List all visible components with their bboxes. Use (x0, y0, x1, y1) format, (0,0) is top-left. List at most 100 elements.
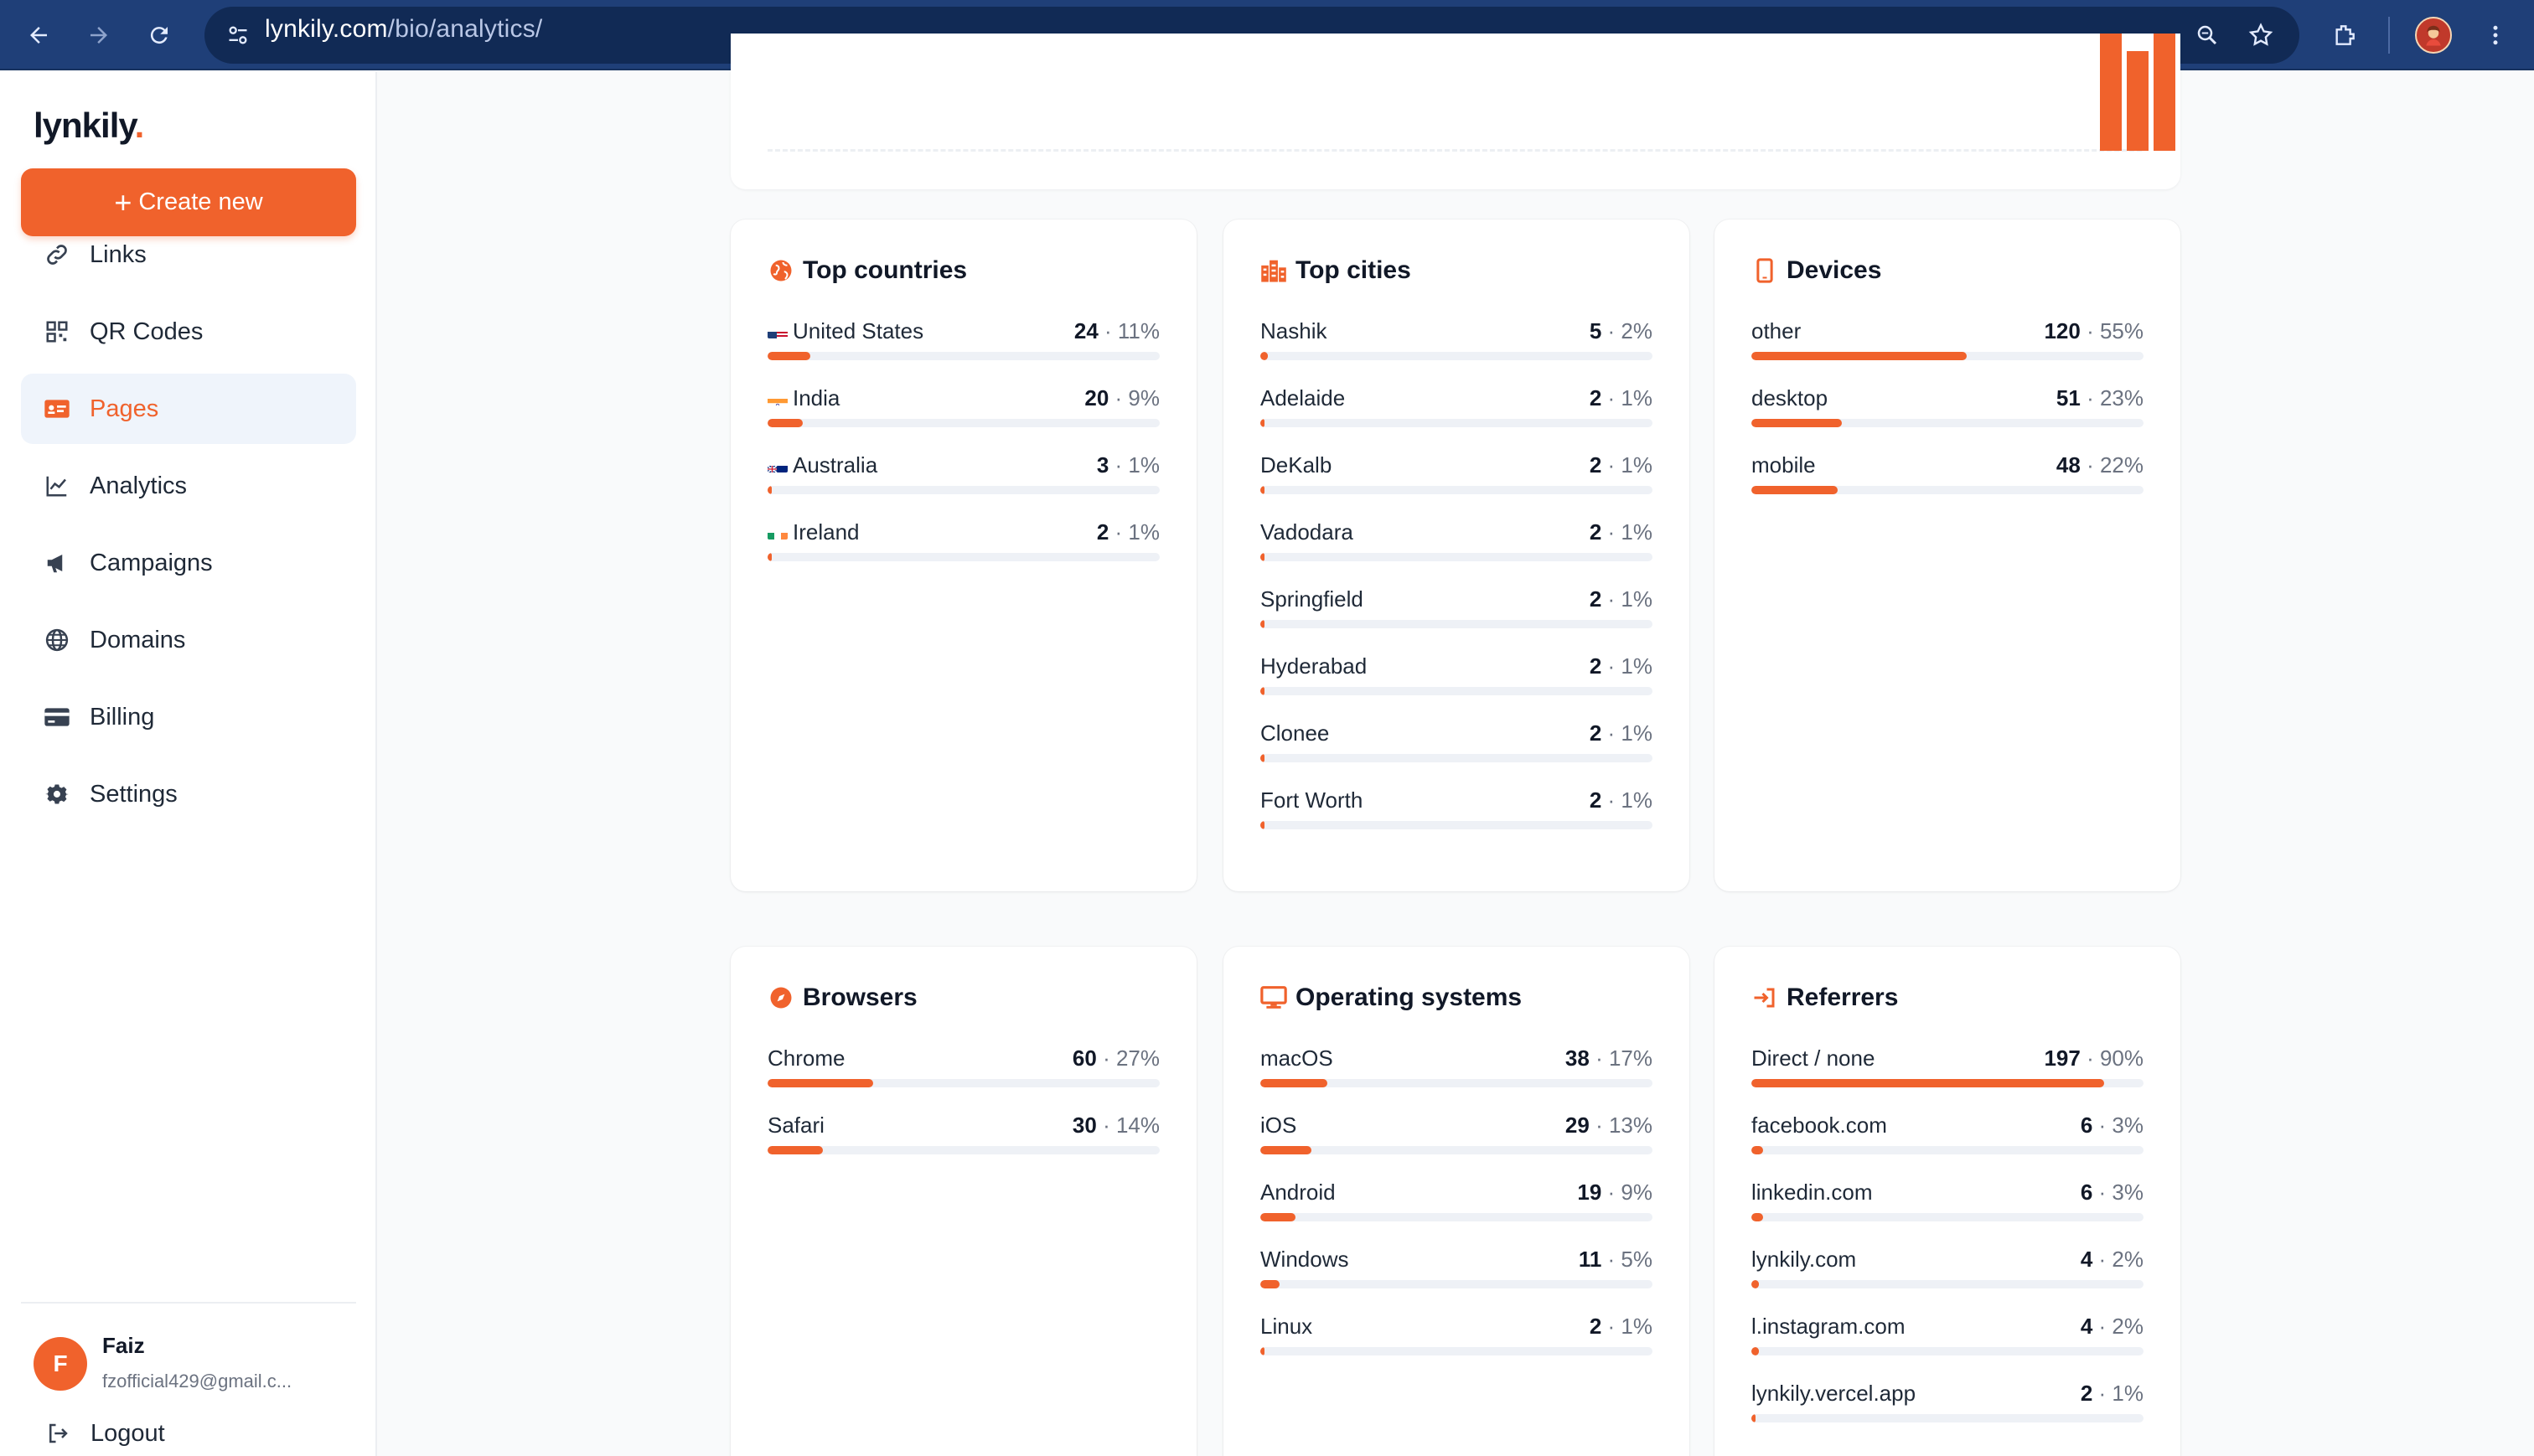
item-label-text: Direct / none (1751, 1046, 1875, 1071)
site-settings-icon[interactable] (220, 17, 256, 54)
item-label: linkedin.com (1751, 1180, 1873, 1206)
value-separator: · (1601, 452, 1621, 478)
item-label: mobile (1751, 452, 1816, 478)
sidebar-item-qr-codes[interactable]: QR Codes (21, 297, 356, 367)
progress-track (768, 486, 1160, 494)
item-percent: 22% (2099, 452, 2144, 478)
item-percent: 55% (2099, 318, 2144, 343)
progress-fill (1260, 1280, 1280, 1288)
progress-track (1751, 1079, 2144, 1087)
list-item: macOS 38 · 17% (1260, 1046, 1652, 1104)
value-separator: · (2080, 318, 2100, 343)
item-count: 2 (1589, 1314, 1602, 1339)
item-label: other (1751, 318, 1801, 344)
forward-icon[interactable] (80, 17, 117, 54)
logout-icon (44, 1419, 72, 1448)
flag-us-icon (768, 325, 788, 338)
item-count: 2 (1589, 653, 1602, 679)
item-label: Australia (768, 452, 877, 478)
globe-icon (768, 257, 794, 284)
progress-fill (1260, 754, 1264, 762)
sidebar-item-label: Links (90, 240, 147, 268)
progress-track (1260, 821, 1652, 829)
value-separator: · (1601, 720, 1621, 746)
item-percent: 11% (1117, 318, 1160, 343)
list-item: Clonee 2 · 1% (1260, 720, 1652, 779)
value-separator: · (2080, 385, 2100, 410)
zoom-icon[interactable] (2189, 17, 2226, 54)
item-percent: 3% (2112, 1180, 2144, 1205)
item-label: Adelaide (1260, 385, 1345, 411)
sidebar-item-settings[interactable]: Settings (21, 759, 356, 829)
sidebar-item-billing[interactable]: Billing (21, 682, 356, 752)
card-title-text: Browsers (803, 984, 918, 1011)
item-count: 19 (1577, 1180, 1602, 1205)
address-url[interactable]: lynkily.com/bio/analytics/ (265, 15, 542, 44)
sidebar-item-campaigns[interactable]: Campaigns (21, 528, 356, 598)
sidebar-item-label: Pages (90, 395, 159, 422)
list-item: Hyderabad 2 · 1% (1260, 653, 1652, 712)
item-value: 2 · 1% (1590, 519, 1652, 545)
progress-track (1260, 620, 1652, 628)
list-item: Nashik 5 · 2% (1260, 318, 1652, 377)
sidebar-item-domains[interactable]: Domains (21, 605, 356, 675)
item-percent: 14% (1115, 1113, 1160, 1138)
item-count: 48 (2056, 452, 2081, 478)
id-card-icon (43, 395, 71, 423)
more-menu-icon[interactable] (2477, 17, 2514, 54)
referrers-card: Referrers Direct / none 197 · 90% facebook… (1714, 947, 2180, 1456)
item-label: Fort Worth (1260, 787, 1363, 813)
value-separator: · (1589, 1113, 1609, 1138)
top-countries-title: Top countries (768, 256, 967, 285)
item-value: 51 · 23% (2056, 385, 2144, 411)
item-value: 2 · 1% (1590, 586, 1652, 612)
list-item: l.instagram.com 4 · 2% (1751, 1314, 2144, 1372)
item-label: DeKalb (1260, 452, 1332, 478)
item-value: 20 · 9% (1084, 385, 1160, 411)
sidebar-item-pages[interactable]: Pages (21, 374, 356, 444)
item-label: lynkily.vercel.app (1751, 1381, 1916, 1407)
user-avatar[interactable]: F (34, 1337, 87, 1391)
back-icon[interactable] (20, 17, 57, 54)
item-value: 2 · 1% (2081, 1381, 2144, 1407)
value-separator: · (2092, 1314, 2113, 1339)
progress-track (1751, 419, 2144, 427)
item-percent: 2% (1621, 318, 1652, 343)
item-value: 29 · 13% (1565, 1113, 1652, 1138)
list-item: Springfield 2 · 1% (1260, 586, 1652, 645)
sidebar-item-analytics[interactable]: Analytics (21, 451, 356, 521)
item-label-text: macOS (1260, 1046, 1333, 1071)
sidebar-item-label: Settings (90, 780, 178, 808)
item-count: 30 (1072, 1113, 1097, 1138)
item-label-text: desktop (1751, 385, 1828, 410)
bookmark-star-icon[interactable] (2242, 17, 2279, 54)
reload-icon[interactable] (141, 17, 178, 54)
item-label: United States (768, 318, 923, 344)
app-logo[interactable]: lynkily. (34, 106, 144, 146)
item-value: 2 · 1% (1590, 787, 1652, 813)
progress-track (768, 1146, 1160, 1154)
item-label-text: Australia (793, 452, 878, 478)
progress-track (1751, 1146, 2144, 1154)
progress-fill (1260, 1146, 1311, 1154)
list-item: Chrome 60 · 27% (768, 1046, 1160, 1104)
item-count: 5 (1589, 318, 1602, 343)
item-label-text: Nashik (1260, 318, 1327, 343)
profile-avatar-icon[interactable] (2415, 17, 2452, 54)
list-item: other 120 · 55% (1751, 318, 2144, 377)
extensions-icon[interactable] (2326, 17, 2363, 54)
card-title-text: Operating systems (1295, 984, 1523, 1011)
create-new-button[interactable]: + Create new (21, 168, 356, 236)
item-value: 11 · 5% (1579, 1247, 1652, 1273)
list-item: Adelaide 2 · 1% (1260, 385, 1652, 444)
user-name: Faiz (102, 1333, 145, 1358)
value-separator: · (2092, 1113, 2113, 1138)
item-count: 4 (2080, 1314, 2093, 1339)
list-item: DeKalb 2 · 1% (1260, 452, 1652, 511)
item-label: macOS (1260, 1046, 1333, 1071)
item-value: 30 · 14% (1073, 1113, 1160, 1138)
sidebar-item-links[interactable]: Links (21, 219, 356, 290)
logout-button[interactable]: Logout (44, 1419, 165, 1448)
item-count: 6 (2080, 1113, 2093, 1138)
url-path: /bio/analytics/ (387, 15, 543, 43)
